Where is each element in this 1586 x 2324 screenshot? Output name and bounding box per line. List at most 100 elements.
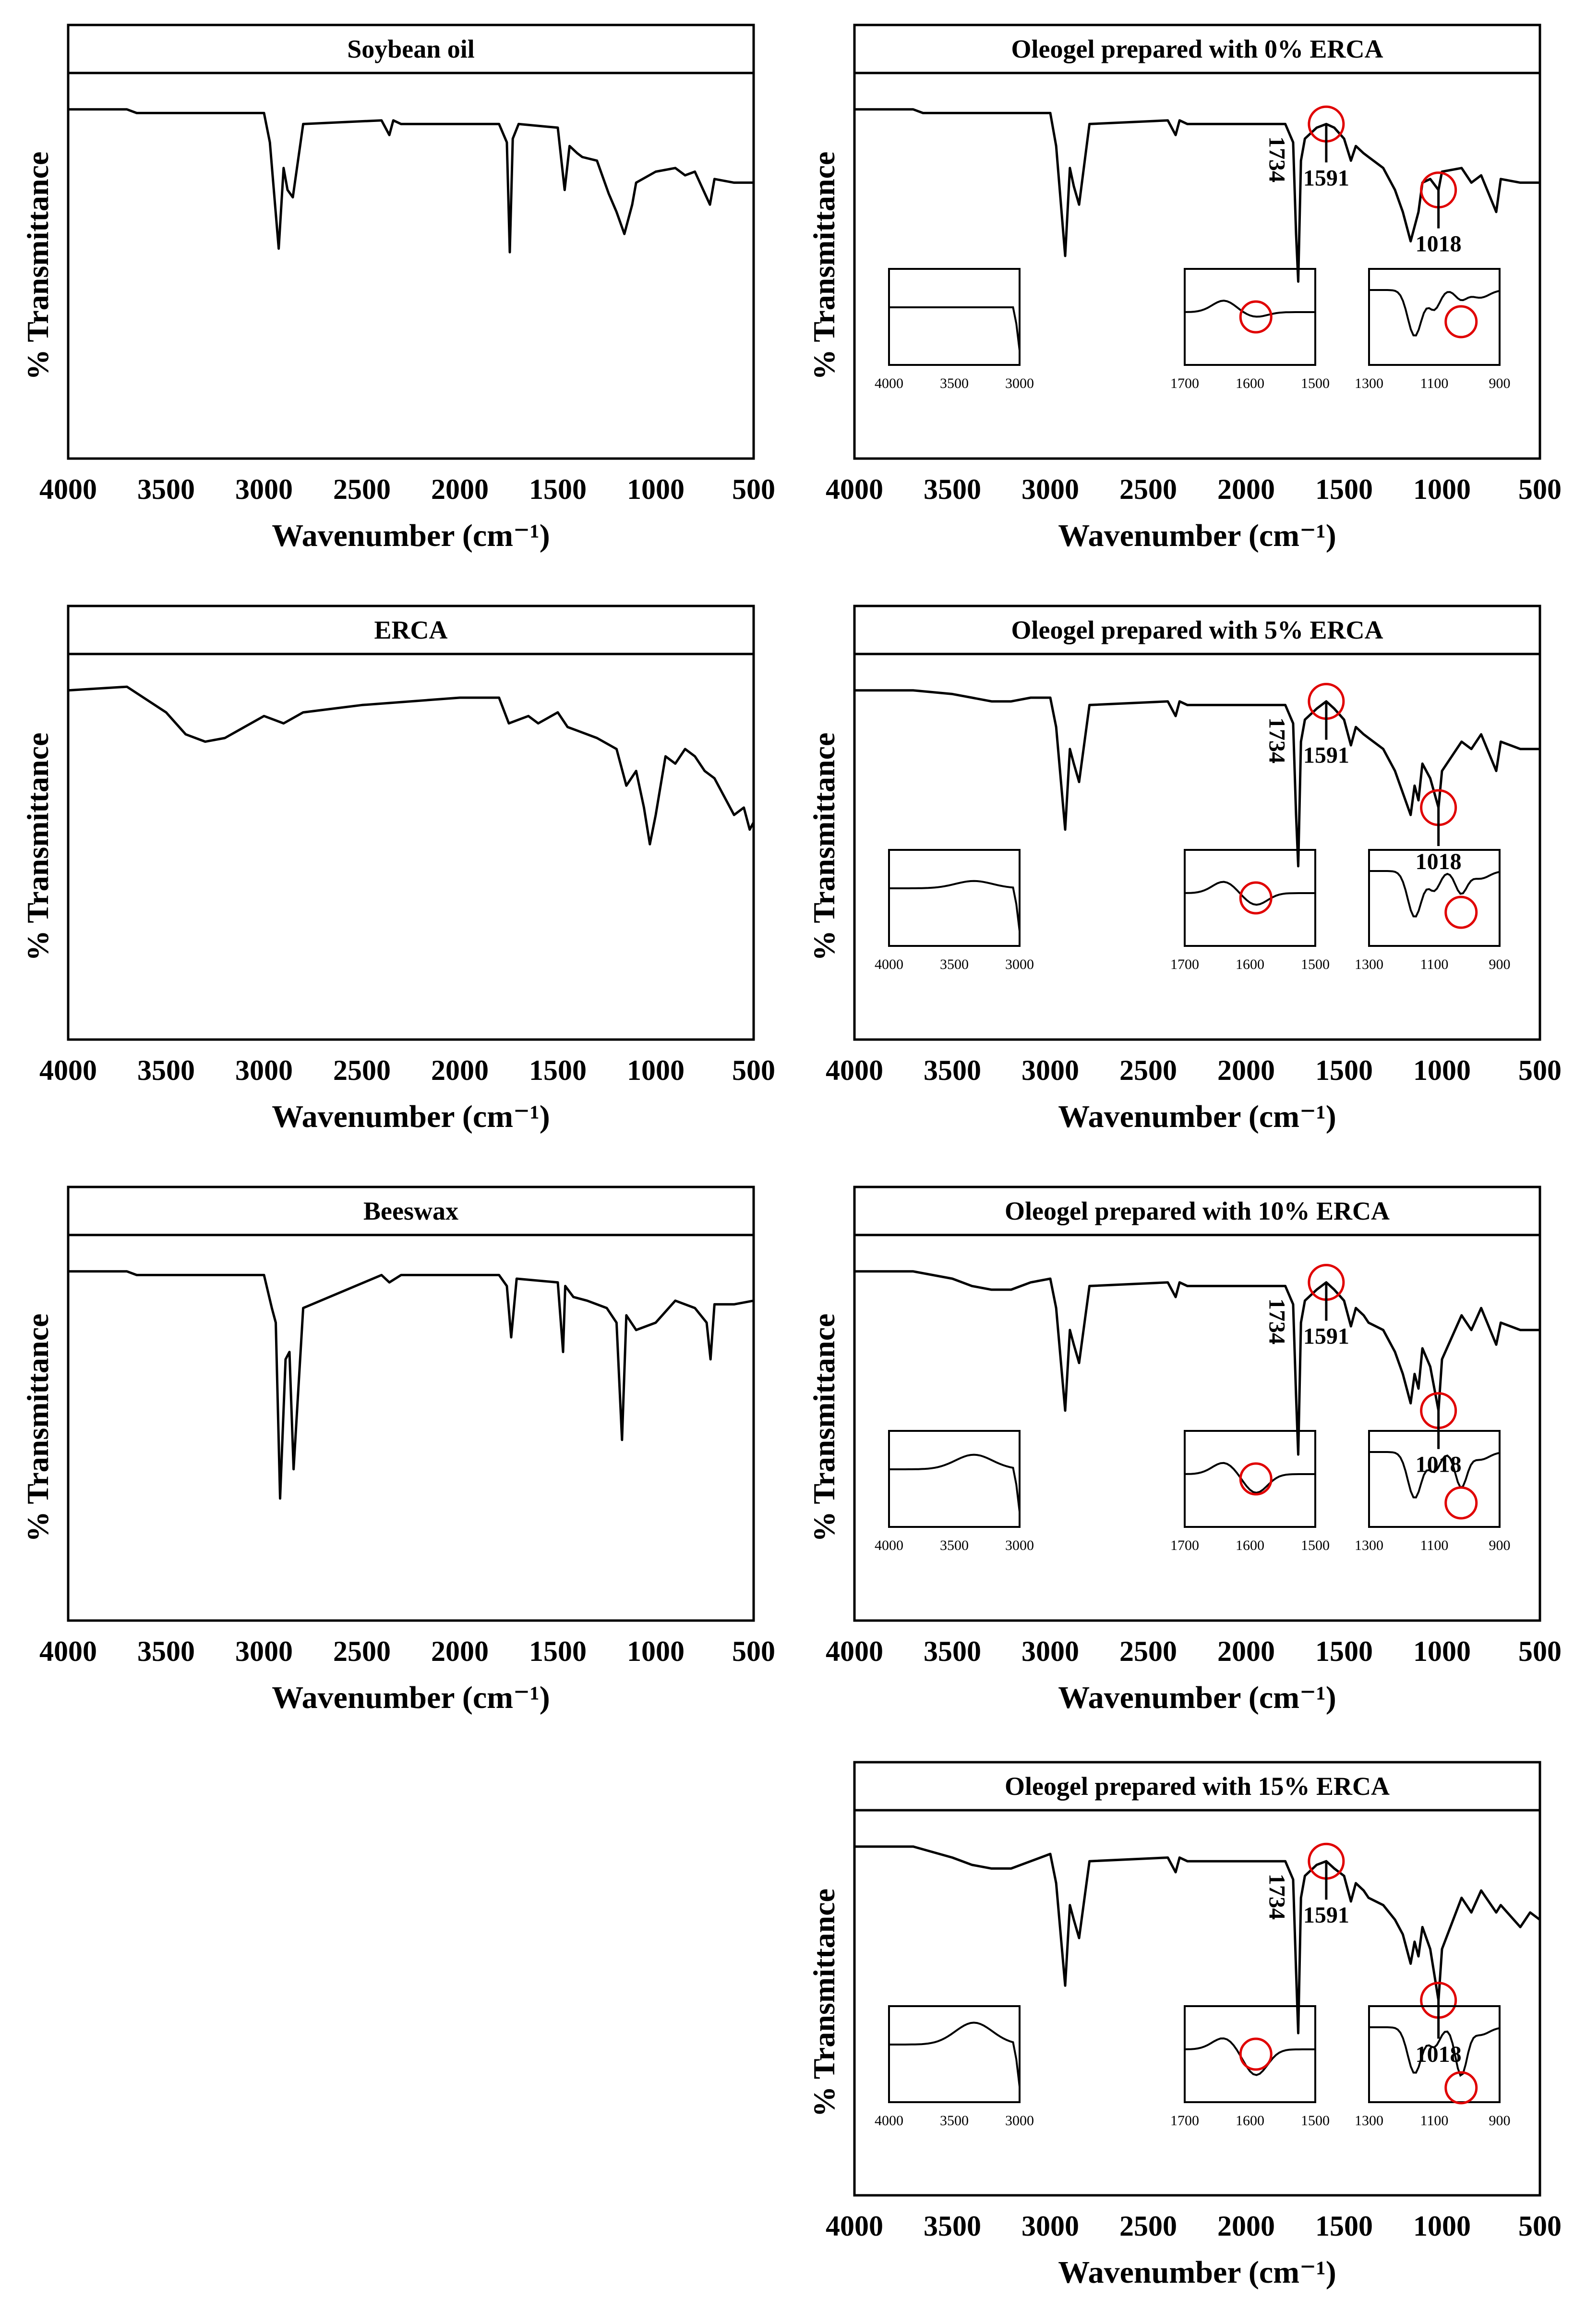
- inset-tick-label: 1100: [1420, 956, 1449, 972]
- x-tick-label: 500: [1518, 1635, 1562, 1667]
- panel-left-row-3: Beeswax 4000 3500 3000 2500 2000 1500 1000 500 Wa…: [21, 1186, 775, 1715]
- inset-tick-label: 4000: [875, 375, 903, 391]
- inset-frame: [1184, 849, 1316, 947]
- plot-frame: [853, 1761, 1541, 2197]
- inset-tick-label: 1100: [1420, 2113, 1449, 2129]
- panel-title: Oleogel prepared with 5% ERCA: [1011, 616, 1383, 644]
- panel-right-row-3: Oleogel prepared with 10% ERCA 4000 3500 30…: [807, 1186, 1562, 1715]
- x-tick-label: 500: [1518, 2210, 1562, 2242]
- plot-frame: [67, 1186, 755, 1622]
- inset-spectrum: [1369, 870, 1500, 918]
- inset-2: 1300 1100 900: [1355, 268, 1511, 391]
- panel-left-row-1: Soybean oil 4000 3500 3000 2500 2000 1500 1000 5…: [21, 24, 775, 553]
- inset-2: 1300 1100 900: [1355, 849, 1511, 972]
- inset-highlight-circle: [1239, 881, 1273, 915]
- peak-label-1591: 1591: [1303, 165, 1349, 191]
- inset-0: 4000 3500 3000: [875, 2005, 1034, 2129]
- inset-frame: [1184, 1430, 1316, 1528]
- x-tick-label: 3500: [924, 1635, 981, 1667]
- inset-tick-label: 3000: [1005, 956, 1034, 972]
- inset-highlight-circle: [1444, 896, 1478, 929]
- plot-frame: [67, 605, 755, 1041]
- inset-spectrum: [1369, 2026, 1500, 2077]
- inset-spectrum: [889, 1453, 1021, 1512]
- x-tick-label: 2000: [431, 1635, 489, 1667]
- y-axis-label: % Transmittance: [807, 733, 841, 961]
- inset-tick-label: 1300: [1355, 1537, 1383, 1553]
- inset-2: 1300 1100 900: [1355, 1430, 1511, 1553]
- panel-title: Oleogel prepared with 10% ERCA: [1005, 1197, 1390, 1225]
- y-axis-label: % Transmittance: [807, 1314, 841, 1542]
- spectrum-line: [68, 108, 754, 254]
- inset-highlight-circle: [1239, 300, 1273, 334]
- x-tick-label: 2500: [1119, 1635, 1177, 1667]
- panel-left-row-2: ERCA 4000 3500 3000 2500 2000 1500 1000 500 Waven…: [21, 605, 775, 1134]
- x-tick-label: 500: [1518, 1054, 1562, 1086]
- inset-spectrum: [1369, 1451, 1500, 1499]
- inset-1: 1700 1600 1500: [1170, 268, 1330, 391]
- inset-tick-label: 1300: [1355, 375, 1383, 391]
- inset-frame: [1368, 849, 1501, 947]
- peak-label-1591: 1591: [1303, 743, 1349, 768]
- x-tick-label: 500: [1518, 473, 1562, 505]
- inset-frame: [1184, 2005, 1316, 2103]
- x-tick-label: 500: [732, 1635, 775, 1667]
- y-axis-label: % Transmittance: [21, 152, 55, 380]
- peak-label-1734: 1734: [1264, 1298, 1290, 1344]
- panel-right-row-2: Oleogel prepared with 5% ERCA 4000 3500 300…: [807, 605, 1562, 1134]
- inset-tick-label: 3500: [940, 956, 969, 972]
- inset-spectrum: [1369, 289, 1500, 337]
- inset-highlight-circle: [1239, 1462, 1273, 1496]
- x-tick-label: 4000: [39, 473, 97, 505]
- inset-frame: [1368, 1430, 1501, 1528]
- inset-frame: [888, 849, 1021, 947]
- inset-tick-label: 1600: [1236, 375, 1264, 391]
- inset-0: 4000 3500 3000: [875, 268, 1034, 391]
- inset-spectrum: [889, 2021, 1021, 2087]
- x-tick-label: 3000: [235, 473, 293, 505]
- peak-label-1734: 1734: [1264, 717, 1290, 763]
- x-tick-label: 1000: [1413, 473, 1471, 505]
- x-tick-label: 3000: [1021, 473, 1079, 505]
- inset-tick-label: 1700: [1170, 375, 1199, 391]
- inset-tick-label: 1600: [1236, 2113, 1264, 2129]
- inset-tick-label: 3500: [940, 2113, 969, 2129]
- inset-spectrum: [1184, 300, 1315, 318]
- x-tick-label: 3500: [137, 1054, 195, 1086]
- inset-tick-label: 1600: [1236, 956, 1264, 972]
- inset-tick-label: 1500: [1301, 1537, 1330, 1553]
- x-tick-label: 1000: [1413, 1635, 1471, 1667]
- peak-label-1591: 1591: [1303, 1324, 1349, 1349]
- x-tick-label: 1000: [627, 473, 685, 505]
- inset-tick-label: 1300: [1355, 956, 1383, 972]
- panel-right-row-1: Oleogel prepared with 0% ERCA 4000 3500 300…: [807, 24, 1562, 553]
- inset-tick-label: 900: [1489, 375, 1511, 391]
- x-tick-label: 3500: [137, 473, 195, 505]
- inset-1: 1700 1600 1500: [1170, 2005, 1330, 2129]
- inset-highlight-circle: [1444, 1486, 1478, 1520]
- spectrum-line: [854, 1270, 1540, 1456]
- plot-frame: [853, 24, 1541, 460]
- inset-tick-label: 3000: [1005, 1537, 1034, 1553]
- x-tick-label: 1000: [627, 1054, 685, 1086]
- inset-frame: [1184, 268, 1316, 366]
- x-axis-label: Wavenumber (cm⁻¹): [272, 1099, 550, 1134]
- x-tick-label: 2000: [1217, 1054, 1275, 1086]
- inset-tick-label: 4000: [875, 956, 903, 972]
- x-tick-label: 1500: [1315, 473, 1373, 505]
- x-tick-label: 2500: [1119, 2210, 1177, 2242]
- spectrum-line: [68, 1270, 754, 1500]
- inset-tick-label: 900: [1489, 2113, 1511, 2129]
- inset-tick-label: 1300: [1355, 2113, 1383, 2129]
- inset-0: 4000 3500 3000: [875, 849, 1034, 972]
- x-tick-label: 2000: [1217, 1635, 1275, 1667]
- inset-spectrum: [1184, 1462, 1315, 1494]
- x-tick-label: 4000: [39, 1054, 97, 1086]
- x-tick-label: 1000: [1413, 1054, 1471, 1086]
- panel-right-row-4: Oleogel prepared with 15% ERCA 4000 3500 30…: [807, 1761, 1562, 2290]
- x-tick-label: 4000: [826, 1054, 883, 1086]
- x-axis-label: Wavenumber (cm⁻¹): [1058, 518, 1336, 553]
- x-tick-label: 3000: [1021, 1635, 1079, 1667]
- inset-frame: [888, 268, 1021, 366]
